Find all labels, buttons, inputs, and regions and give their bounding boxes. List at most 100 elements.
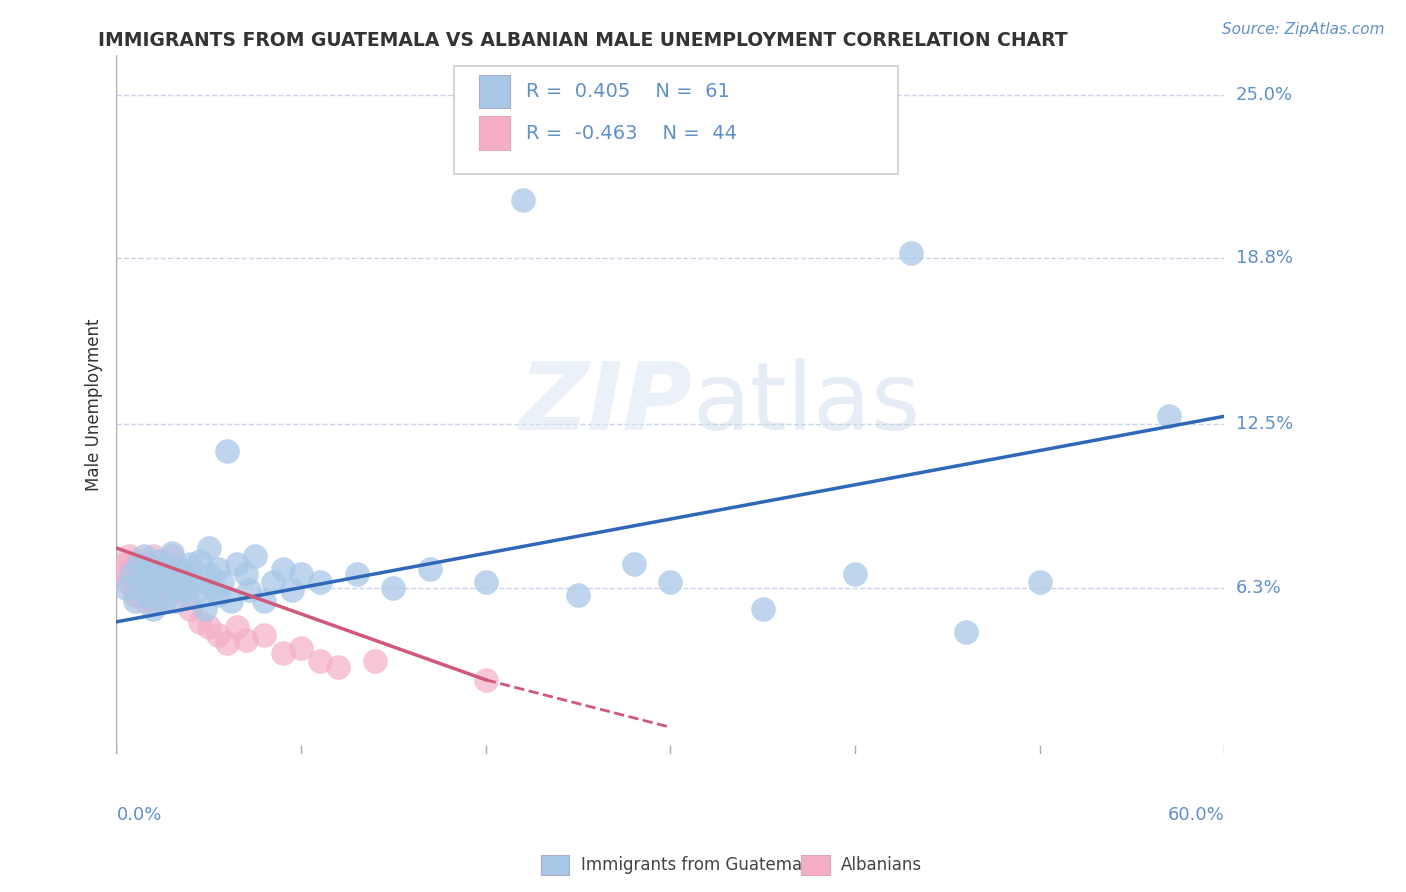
Point: [176, 583, 198, 598]
Point: [179, 601, 201, 615]
Point: [124, 589, 146, 603]
Point: [623, 557, 645, 571]
Point: [198, 620, 221, 634]
Point: [225, 557, 247, 571]
Point: [136, 557, 159, 571]
Point: [129, 575, 152, 590]
Text: 6.3%: 6.3%: [1236, 579, 1281, 597]
Point: [120, 567, 142, 582]
Point: [207, 628, 229, 642]
Point: [217, 443, 239, 458]
Point: [188, 615, 211, 629]
Point: [188, 554, 211, 568]
Point: [142, 567, 165, 582]
Point: [143, 581, 166, 595]
Text: Albanians: Albanians: [841, 856, 922, 874]
Point: [141, 594, 163, 608]
Point: [146, 575, 169, 590]
Point: [207, 589, 229, 603]
Point: [235, 567, 257, 582]
Point: [165, 583, 187, 598]
Point: [136, 589, 159, 603]
Point: [134, 567, 156, 582]
Point: [138, 575, 160, 590]
Point: [120, 562, 142, 576]
Point: [118, 549, 141, 563]
Point: [188, 575, 211, 590]
Point: [134, 549, 156, 563]
Point: [179, 573, 201, 587]
Point: [235, 633, 257, 648]
Text: Source: ZipAtlas.com: Source: ZipAtlas.com: [1222, 22, 1385, 37]
Text: 12.5%: 12.5%: [1236, 415, 1292, 434]
Point: [114, 557, 136, 571]
Point: [153, 594, 176, 608]
Point: [211, 575, 233, 590]
Point: [217, 636, 239, 650]
Point: [201, 581, 224, 595]
Point: [160, 549, 183, 563]
Point: [153, 570, 176, 584]
Point: [326, 659, 349, 673]
Point: [125, 554, 148, 568]
Point: [290, 641, 312, 656]
Point: [419, 562, 441, 576]
Text: IMMIGRANTS FROM GUATEMALA VS ALBANIAN MALE UNEMPLOYMENT CORRELATION CHART: IMMIGRANTS FROM GUATEMALA VS ALBANIAN MA…: [98, 31, 1069, 50]
Point: [135, 583, 157, 598]
Point: [900, 245, 922, 260]
Point: [290, 567, 312, 582]
Point: [659, 575, 682, 590]
Text: Immigrants from Guatemala: Immigrants from Guatemala: [581, 856, 817, 874]
Point: [198, 541, 221, 555]
Point: [157, 559, 180, 574]
Point: [1157, 409, 1180, 424]
Text: ZIP: ZIP: [520, 359, 693, 450]
Point: [117, 575, 139, 590]
Point: [271, 562, 294, 576]
Point: [844, 567, 866, 582]
Point: [142, 549, 165, 563]
Point: [194, 601, 217, 615]
Point: [253, 628, 276, 642]
Point: [128, 557, 150, 571]
Point: [148, 554, 170, 568]
Point: [114, 581, 136, 595]
Point: [271, 647, 294, 661]
Bar: [479, 116, 510, 150]
Point: [225, 620, 247, 634]
Point: [148, 562, 170, 576]
Point: [567, 589, 589, 603]
Point: [253, 594, 276, 608]
Point: [752, 601, 775, 615]
Point: [169, 575, 191, 590]
Point: [152, 594, 174, 608]
Point: [157, 567, 180, 582]
Point: [129, 562, 152, 576]
Point: [179, 557, 201, 571]
Point: [172, 567, 194, 582]
Point: [475, 575, 498, 590]
Point: [134, 594, 156, 608]
Point: [219, 594, 242, 608]
Y-axis label: Male Unemployment: Male Unemployment: [86, 318, 103, 491]
Point: [152, 575, 174, 590]
Point: [512, 193, 534, 207]
Point: [124, 567, 146, 582]
Point: [165, 594, 187, 608]
Text: 18.8%: 18.8%: [1236, 249, 1292, 267]
Point: [243, 549, 266, 563]
Point: [111, 567, 134, 582]
Point: [160, 546, 183, 560]
Point: [262, 575, 284, 590]
Point: [134, 583, 156, 598]
Point: [364, 654, 387, 668]
Point: [238, 583, 260, 598]
Point: [146, 589, 169, 603]
Point: [955, 625, 977, 640]
Point: [176, 589, 198, 603]
Point: [183, 589, 205, 603]
Bar: [479, 75, 510, 109]
Point: [475, 673, 498, 687]
Point: [281, 583, 304, 598]
Point: [170, 562, 193, 576]
